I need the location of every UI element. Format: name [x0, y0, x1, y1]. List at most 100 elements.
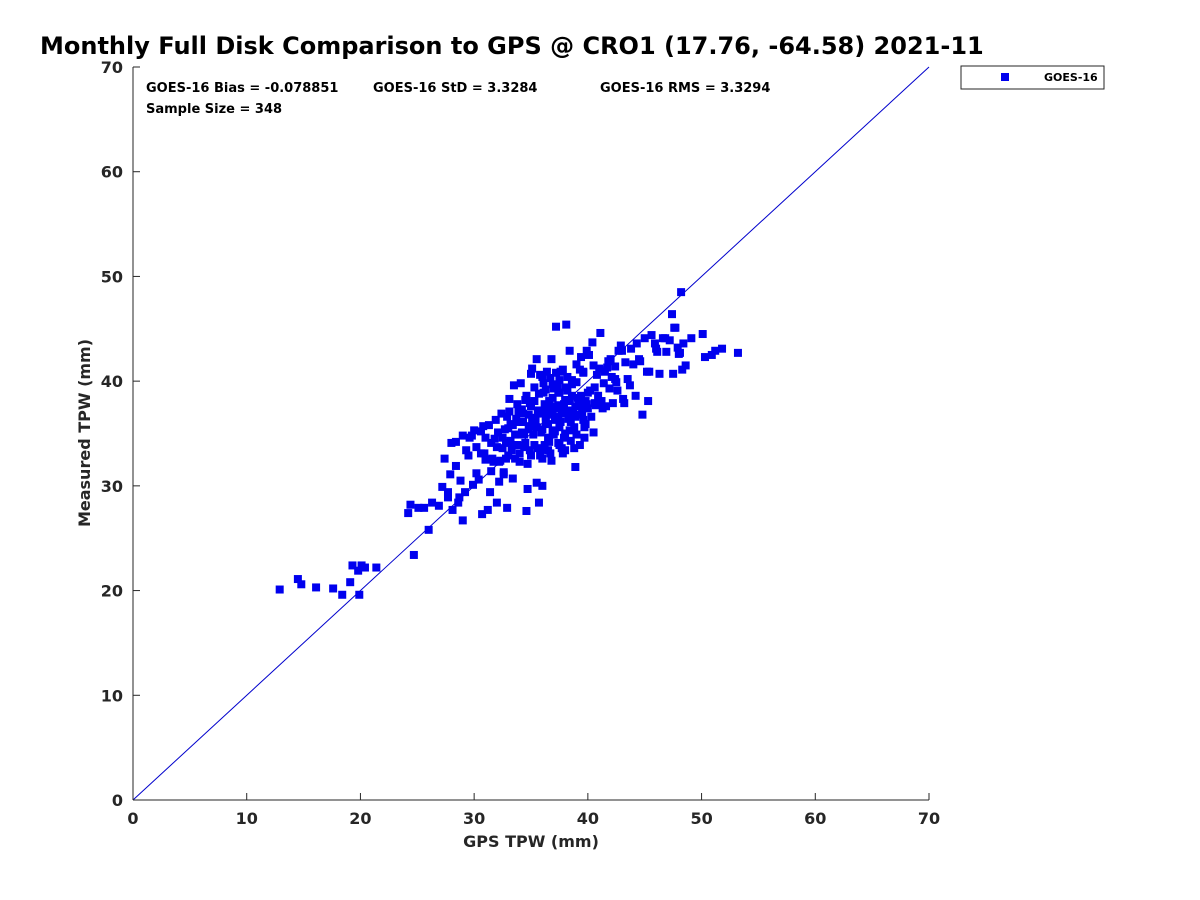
y-tick-label: 10	[101, 686, 123, 705]
data-point	[579, 415, 588, 424]
data-point	[577, 353, 586, 362]
data-point	[443, 493, 452, 502]
data-point	[625, 381, 634, 390]
data-point	[455, 493, 464, 502]
data-point	[497, 409, 506, 418]
data-point	[354, 566, 363, 575]
data-point	[490, 434, 499, 443]
data-point	[678, 365, 687, 374]
data-point	[525, 422, 534, 431]
data-point	[592, 370, 601, 379]
data-point	[503, 412, 512, 421]
data-point	[513, 400, 522, 409]
sample-size-stat: Sample Size = 348	[146, 102, 282, 117]
data-point	[570, 444, 579, 453]
data-point	[503, 503, 512, 512]
data-point	[483, 505, 492, 514]
data-point	[492, 443, 501, 452]
data-point	[521, 438, 530, 447]
data-point	[569, 407, 578, 416]
data-point	[655, 369, 664, 378]
data-point	[470, 426, 479, 435]
data-point	[598, 404, 607, 413]
data-point	[486, 488, 495, 497]
data-point	[476, 427, 485, 436]
x-tick-label: 40	[577, 809, 599, 828]
data-point	[464, 451, 473, 460]
data-point	[549, 402, 558, 411]
data-point	[662, 347, 671, 356]
data-point	[474, 475, 483, 484]
data-point	[484, 421, 493, 430]
data-point	[520, 443, 529, 452]
data-point	[600, 367, 609, 376]
data-point	[521, 395, 530, 404]
data-point	[360, 563, 369, 572]
data-point	[525, 399, 534, 408]
data-point	[640, 334, 649, 343]
data-point	[559, 433, 568, 442]
data-point	[329, 584, 338, 593]
data-point	[451, 461, 460, 470]
data-point	[567, 376, 576, 385]
data-point	[583, 404, 592, 413]
x-tick-label: 70	[918, 809, 940, 828]
data-point	[509, 381, 518, 390]
y-tick-label: 0	[112, 791, 123, 810]
data-point	[519, 409, 528, 418]
data-point	[629, 360, 638, 369]
y-tick-label: 70	[101, 58, 123, 77]
x-tick-label: 60	[804, 809, 826, 828]
data-point	[514, 430, 523, 439]
data-point	[555, 423, 564, 432]
data-point	[605, 384, 614, 393]
data-point	[661, 334, 670, 343]
y-axis-ticks: 0 10 20 30 40 50 60 70	[101, 58, 140, 810]
std-stat: GOES-16 StD = 3.3284	[373, 81, 537, 96]
data-point	[532, 355, 541, 364]
data-point	[505, 394, 514, 403]
data-point	[540, 441, 549, 450]
data-point	[547, 355, 556, 364]
data-point	[677, 288, 686, 297]
data-point	[338, 590, 347, 599]
data-point	[623, 375, 632, 384]
data-point	[567, 380, 576, 389]
data-point	[559, 407, 568, 416]
data-point	[504, 424, 513, 433]
data-point	[472, 469, 481, 478]
data-point	[588, 338, 597, 347]
data-point	[555, 441, 564, 450]
data-point	[462, 446, 471, 455]
data-point	[537, 428, 546, 437]
chart-title: Monthly Full Disk Comparison to GPS @ CR…	[40, 32, 984, 60]
y-tick-label: 20	[101, 582, 123, 601]
data-point	[627, 344, 636, 353]
data-point	[733, 348, 742, 357]
data-point	[529, 430, 538, 439]
data-point	[372, 563, 381, 572]
data-point	[312, 583, 321, 592]
data-point	[530, 383, 539, 392]
data-point	[650, 339, 659, 348]
data-point	[505, 407, 514, 416]
data-point	[523, 459, 532, 468]
data-point	[541, 417, 550, 426]
data-point	[566, 436, 575, 445]
data-point	[647, 331, 656, 340]
data-point	[524, 410, 533, 419]
y-tick-label: 50	[101, 267, 123, 286]
data-point	[565, 397, 574, 406]
data-point	[668, 310, 677, 319]
data-point	[583, 388, 592, 397]
data-point	[674, 349, 683, 358]
legend-marker	[1001, 73, 1009, 81]
data-point	[488, 454, 497, 463]
data-point	[621, 358, 630, 367]
data-point	[555, 376, 564, 385]
legend: GOES-16	[960, 65, 1105, 90]
data-point	[613, 386, 622, 395]
data-point	[572, 360, 581, 369]
data-point	[519, 417, 528, 426]
data-point	[552, 322, 561, 331]
